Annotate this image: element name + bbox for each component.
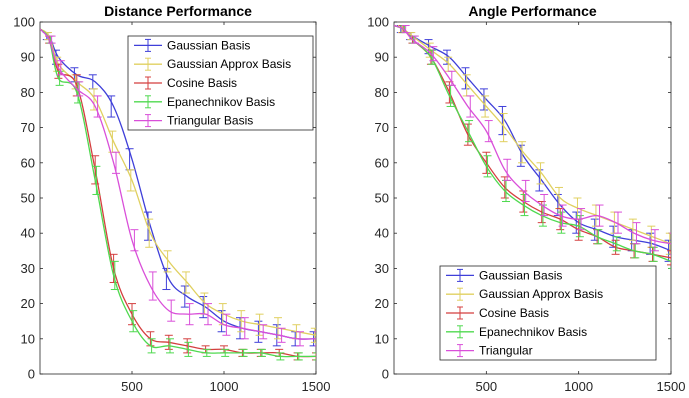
angle-legend: Gaussian Basis Gaussian Approx Basis Cosin… [439,265,657,361]
angle-y-tick-label: 100 [367,15,389,30]
distance-y-tick-label: 40 [21,226,35,241]
angle-chart-title: Angle Performance [468,3,597,19]
distance-plot-area [40,28,316,361]
angle-performance-chart: Angle Performance 0 10 20 30 40 50 60 70 80 90 100 5… [367,3,685,394]
angle-legend-item-gaussian-approx-basis: Gaussian Approx Basis [446,287,603,301]
angle-y-tick-label: 30 [375,261,389,276]
distance-y-tick-label: 10 [21,331,35,346]
distance-legend-item-triangular-basis: Triangular Basis [134,114,253,128]
angle-series-triangular [394,24,671,255]
angle-legend-item-cosine-basis: Cosine Basis [446,306,549,320]
angle-x-tick-label: 1500 [657,379,686,394]
angle-legend-item-triangular: Triangular [446,344,533,358]
distance-legend-label: Gaussian Approx Basis [167,57,291,71]
angle-series-line [394,24,671,245]
angle-legend-item-epanechnikov-basis: Epanechnikov Basis [446,325,587,339]
distance-y-tick-label: 30 [21,261,35,276]
distance-y-tick-label: 60 [21,155,35,170]
distance-legend-item-cosine-basis: Cosine Basis [134,76,237,90]
angle-legend-box [439,265,657,361]
angle-y-tick-label: 90 [375,50,389,65]
distance-y-tick-label: 50 [21,191,35,206]
distance-y-tick-label: 80 [21,85,35,100]
distance-legend-label: Triangular Basis [167,114,253,128]
distance-y-tick-label: 70 [21,120,35,135]
angle-x-tick-label: 500 [475,379,497,394]
angle-legend-label: Gaussian Basis [479,268,562,282]
distance-y-tick-label: 0 [28,367,35,382]
angle-series-line [394,24,671,262]
angle-series-line [394,24,671,245]
angle-legend-item-gaussian-basis: Gaussian Basis [446,268,562,282]
angle-legend-label: Triangular [479,344,533,358]
angle-legend-label: Epanechnikov Basis [479,325,587,339]
angle-legend-label: Cosine Basis [479,306,549,320]
distance-chart-title: Distance Performance [104,3,252,19]
distance-x-tick-label: 500 [121,379,143,394]
angle-y-tick-label: 80 [375,85,389,100]
distance-legend-label: Cosine Basis [167,76,237,90]
distance-y-tick-label: 90 [21,50,35,65]
distance-legend: Gaussian Basis Gaussian Approx Basis Cosin… [127,35,314,131]
distance-legend-item-gaussian-approx-basis: Gaussian Approx Basis [134,57,291,71]
angle-y-tick-label: 0 [382,367,389,382]
angle-series-line [394,24,671,252]
angle-y-tick-label: 40 [375,226,389,241]
angle-plot-area [394,24,671,269]
distance-x-tick-label: 1000 [210,379,239,394]
distance-performance-chart: Distance Performance 0 10 20 30 40 50 60 70 80 90 1… [13,3,330,394]
distance-series-line [40,28,316,340]
angle-x-tick-label: 1000 [564,379,593,394]
angle-y-tick-label: 10 [375,331,389,346]
distance-x-tick-label: 1500 [302,379,331,394]
distance-y-tick-label: 20 [21,296,35,311]
distance-legend-item-gaussian-basis: Gaussian Basis [134,38,250,52]
angle-y-tick-label: 20 [375,296,389,311]
angle-y-tick-label: 70 [375,120,389,135]
distance-legend-item-epanechnikov-basis: Epanechnikov Basis [134,95,275,109]
distance-legend-label: Gaussian Basis [167,38,250,52]
angle-legend-label: Gaussian Approx Basis [479,287,603,301]
distance-y-tick-label: 100 [13,15,35,30]
angle-y-tick-label: 50 [375,191,389,206]
distance-series-triangular-basis [40,28,316,347]
angle-y-tick-label: 60 [375,155,389,170]
distance-legend-label: Epanechnikov Basis [167,95,275,109]
